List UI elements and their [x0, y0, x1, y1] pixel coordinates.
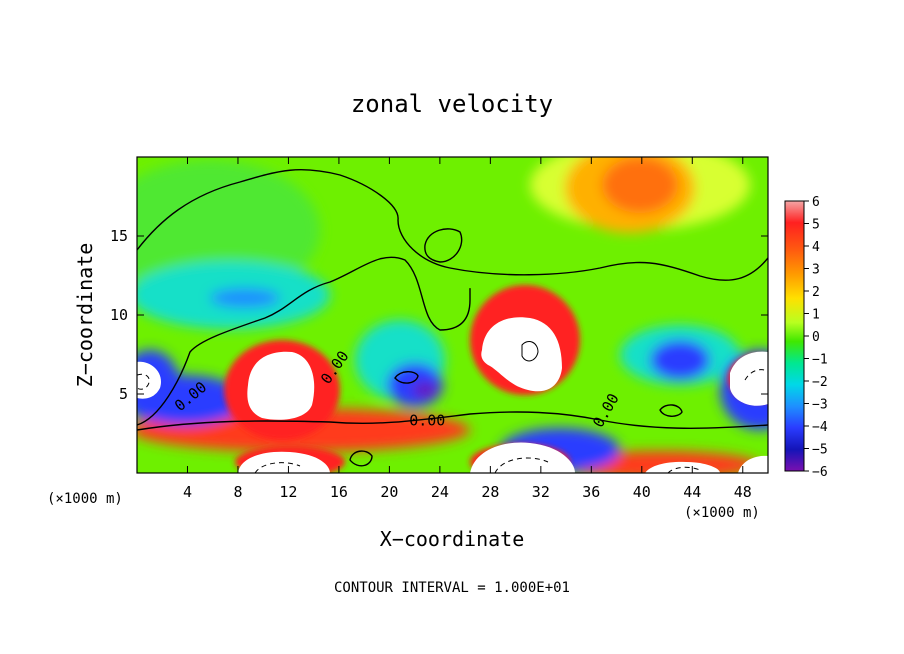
zero-contour-lower [137, 411, 768, 431]
dashed-contour-right [744, 369, 768, 381]
x-tick-label: 16 [330, 483, 348, 501]
x-tick-label: 4 [183, 483, 192, 501]
x-tick-label: 44 [683, 483, 701, 501]
contour-closed-bottom [349, 450, 373, 467]
contour-closed-inner [521, 341, 539, 362]
contour-interval-note: CONTOUR INTERVAL = 1.000E+01 [334, 580, 570, 596]
x-tick-label: 40 [633, 483, 651, 501]
dashed-contour-left [137, 373, 150, 390]
colorbar-tick-label: 6 [812, 195, 820, 210]
dashed-contour-bottom-center [494, 457, 549, 473]
colorbar-tick-label: 3 [812, 263, 820, 278]
x-tick-label: 36 [582, 483, 600, 501]
field-core-right-edge [730, 351, 768, 406]
field-core-left [247, 351, 315, 420]
x-tick-label: 32 [532, 483, 550, 501]
colorbar-tick-label: −3 [812, 398, 828, 413]
y-tick-label: 5 [119, 385, 128, 403]
x-tick-label: 48 [734, 483, 752, 501]
contour-closed-mid [394, 371, 419, 384]
colorbar-gradient [784, 200, 805, 472]
field-region-mid-purple [413, 383, 437, 397]
colorbar-tick-label: 1 [812, 308, 820, 323]
dashed-contour-bottom-left [254, 462, 301, 473]
colorbar-tick-label: −2 [812, 375, 828, 390]
colorbar-tick-label: 2 [812, 285, 820, 300]
colorbar-tick-label: −4 [812, 420, 828, 435]
field-core-bottom-right [645, 461, 720, 473]
contour-closed-upper [424, 228, 463, 263]
y-tick-label: 10 [110, 306, 128, 324]
x-unit-label-left: (×1000 m) [47, 491, 123, 507]
field-region-top-max-inner [602, 157, 678, 213]
y-axis-label: Z−coordinate [73, 243, 97, 388]
colorbar-tick-label: −5 [812, 443, 828, 458]
colorbar-tick-label: −6 [812, 465, 828, 480]
field-core-bottom-center [470, 442, 575, 473]
field-region-mid-blue [387, 363, 443, 407]
zero-contour-middle [137, 256, 471, 426]
x-axis-label: X−coordinate [380, 527, 525, 551]
field-core-left-edge [137, 361, 161, 399]
x-tick-label: 20 [380, 483, 398, 501]
contour-closed-right [659, 404, 683, 417]
field-region-left-blue [210, 288, 280, 308]
zero-contour-upper [137, 168, 768, 281]
colorbar: 6 5 4 3 2 1 0 −1 −2 −3 −4 −5 −6 [784, 195, 828, 480]
colorbar-tick-label: 4 [812, 240, 820, 255]
chart-title: zonal velocity [351, 90, 553, 118]
x-tick-label: 24 [431, 483, 449, 501]
y-tick-label: 15 [110, 227, 128, 245]
x-unit-label-right: (×1000 m) [684, 505, 760, 521]
field-region-right-blue [650, 340, 710, 380]
colorbar-tick-label: 5 [812, 218, 820, 233]
colorbar-tick-label: −1 [812, 353, 828, 368]
x-tick-label: 12 [279, 483, 297, 501]
x-tick-label: 28 [481, 483, 499, 501]
field-core-bottom-right-edge [738, 455, 768, 473]
heatmap-field: 0.000.000.00 0.00 [137, 157, 768, 473]
x-tick-label: 8 [233, 483, 242, 501]
colorbar-tick-label: 0 [812, 330, 820, 345]
dashed-contour-bottom-right [667, 466, 701, 473]
contour-label: 0.00 [409, 412, 445, 430]
